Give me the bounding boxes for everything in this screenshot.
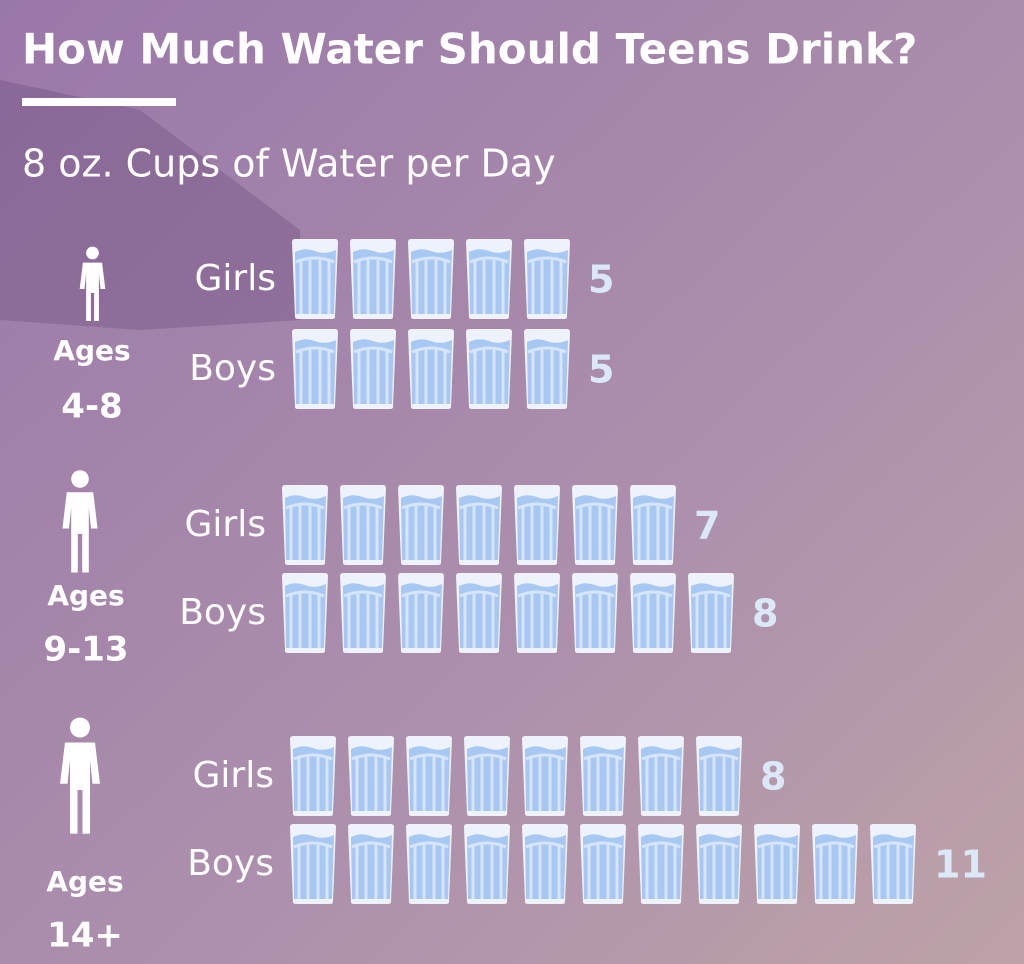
glass [348,238,398,320]
glass [462,823,512,905]
glass [462,735,512,817]
age-label: 4-8 [61,387,122,427]
age-label: Ages [47,579,124,612]
glass [348,328,398,410]
glass [280,572,330,654]
value-label: 7 [694,504,720,548]
glass [406,328,456,410]
title-underline [22,98,176,106]
chart-title: How Much Water Should Teens Drink? [22,25,917,74]
glass [404,823,454,905]
glass [454,484,504,566]
glass [522,238,572,320]
glass [346,823,396,905]
glass [464,238,514,320]
glass [686,572,736,654]
age-label: Ages [53,334,130,367]
glass [290,238,340,320]
chart-subtitle: 8 oz. Cups of Water per Day [22,142,556,186]
row-label: Girls [195,258,276,299]
glass [454,572,504,654]
glass [752,823,802,905]
value-label: 8 [760,755,786,799]
glass-row [288,823,918,905]
glass [406,238,456,320]
glass [694,735,744,817]
glass [512,572,562,654]
value-label: 8 [752,592,778,636]
row-label: Boys [189,348,276,389]
glass [636,735,686,817]
row-label: Girls [193,755,274,796]
glass [628,572,678,654]
glass [396,572,446,654]
value-label: 5 [588,258,614,302]
glass [520,735,570,817]
glass [338,484,388,566]
row-label: Boys [179,592,266,633]
glass [512,484,562,566]
glass [578,735,628,817]
value-label: 11 [934,843,987,887]
row-label: Boys [187,843,274,884]
glass [570,572,620,654]
glass [628,484,678,566]
age-label: 9-13 [43,630,128,670]
glass [868,823,918,905]
age-label: 14+ [47,916,123,956]
glass [810,823,860,905]
value-label: 5 [588,348,614,392]
glass [570,484,620,566]
glass [290,328,340,410]
glass [396,484,446,566]
age-label: Ages [46,865,123,898]
glass [404,735,454,817]
glass [338,572,388,654]
glass [694,823,744,905]
glass [280,484,330,566]
glass [520,823,570,905]
glass [464,328,514,410]
glass [346,735,396,817]
glass [522,328,572,410]
glass [288,823,338,905]
glass [288,735,338,817]
bottle-shape [0,80,300,330]
glass [636,823,686,905]
glass [578,823,628,905]
row-label: Girls [185,504,266,545]
glass-row [290,238,572,320]
glass-row [290,328,572,410]
